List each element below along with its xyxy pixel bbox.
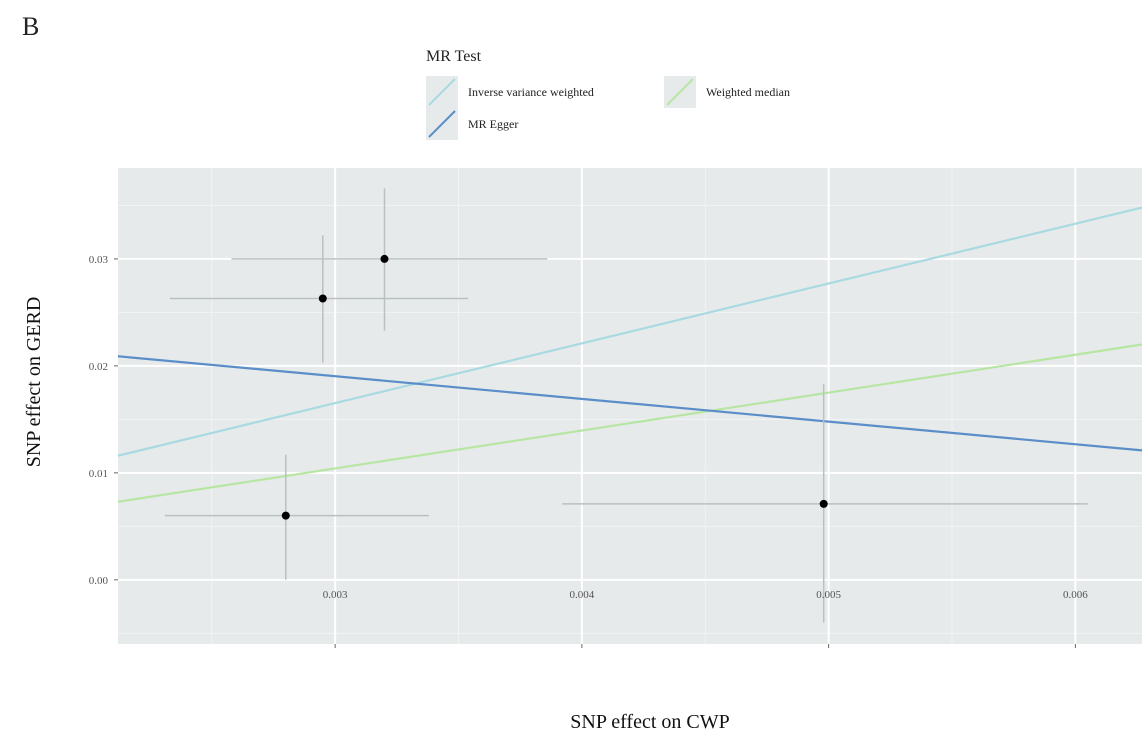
legend-item-ivw: Inverse variance weighted [426,76,656,108]
legend-item-weighted-median: Weighted median [664,76,864,108]
x-axis-title: SNP effect on CWP [570,711,729,733]
y-axis: 0.00 0.01 0.02 0.03 [89,254,118,587]
legend-key-weighted-median [664,76,696,108]
grid-minor [118,168,1142,644]
fit-line-ivw [117,206,1143,457]
x-tick-label: 0.004 [570,589,595,601]
x-axis: 0.003 0.004 0.005 0.006 [323,589,1088,648]
fit-line-weighted-median [117,343,1143,503]
legend-label-weighted-median: Weighted median [706,85,791,99]
x-tick-label: 0.006 [1063,589,1088,601]
plot-background [118,168,1142,644]
legend-label-mr-egger: MR Egger [468,117,519,131]
x-tick-label: 0.005 [816,589,841,601]
y-tick-label: 0.03 [89,254,109,266]
y-tick-label: 0.02 [89,361,108,373]
fit-lines [117,206,1143,503]
panel-label: B [22,12,40,41]
legend-label-ivw: Inverse variance weighted [468,85,594,99]
data-point-1 [318,294,327,303]
fit-line-mr-egger [117,355,1143,452]
data-points [281,254,828,520]
legend-title: MR Test [426,48,482,65]
legend-key-mr-egger [426,108,458,140]
data-point-2 [281,511,290,520]
data-point-3 [819,499,828,508]
legend-item-mr-egger: MR Egger [426,108,656,140]
y-tick-label: 0.01 [89,468,108,480]
legend-key-ivw [426,76,458,108]
legend: MR Test Inverse variance weighted Weight… [424,44,864,144]
data-point-0 [380,254,389,263]
x-tick-label: 0.003 [323,589,348,601]
y-axis-title: SNP effect on GERD [23,297,45,468]
y-tick-label: 0.00 [89,575,109,587]
